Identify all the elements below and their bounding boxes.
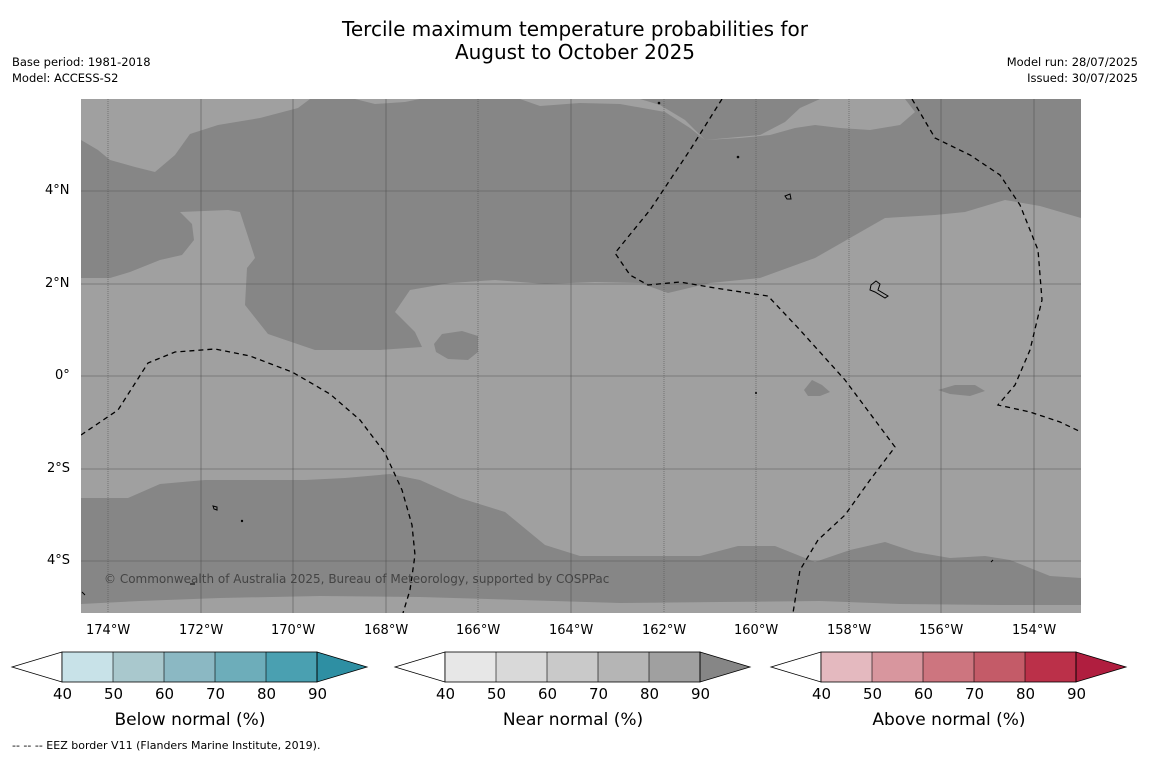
- model-run: Model run: 28/07/2025: [1006, 55, 1138, 69]
- colorbar-near-extend-high: [699, 651, 752, 683]
- near-normal-gt90-patch-1: [434, 331, 478, 360]
- eez-footnote: -- -- -- EEZ border V11 (Flanders Marine…: [12, 739, 321, 752]
- near-normal-gt90-region-south: [81, 474, 1081, 613]
- colorbar-near-extend-low: [393, 651, 446, 683]
- near-normal-gt90-patch-2: [804, 380, 830, 396]
- islands: [81, 101, 994, 596]
- eez-borders: [81, 99, 1081, 613]
- colorbar-above-normal: [769, 651, 1128, 683]
- colorbar-below-bin-3: [164, 652, 215, 682]
- meta-left: Base period: 1981-2018 Model: ACCESS-S2: [12, 54, 151, 86]
- colorbar-near-bin-5: [649, 652, 700, 682]
- near-normal-gt90-region-north: [81, 99, 1081, 350]
- cb-near-tick-60: 60: [538, 685, 558, 703]
- colorbar-below-extend-high: [316, 651, 369, 683]
- lon-tick-172w: 172°W: [179, 623, 224, 638]
- lat-tick-4n: 4°N: [45, 183, 70, 198]
- colorbar-above-extend-low: [769, 651, 822, 683]
- cb-near-label: Near normal (%): [502, 710, 644, 730]
- lon-tick-154w: 154°W: [1012, 623, 1057, 638]
- colorbar-below-extend-low: [10, 651, 63, 683]
- colorbar-above-bin-3: [923, 652, 974, 682]
- colorbar-below-bin-4: [215, 652, 266, 682]
- lon-tick-160w: 160°W: [734, 623, 779, 638]
- cb-below-label: Below normal (%): [114, 710, 266, 730]
- cb-below-tick-60: 60: [155, 685, 175, 703]
- cb-near-tick-50: 50: [487, 685, 507, 703]
- base-period: Base period: 1981-2018: [12, 55, 151, 69]
- lat-tick-0: 0°: [55, 368, 70, 383]
- cb-below-tick-80: 80: [257, 685, 277, 703]
- lon-tick-164w: 164°W: [549, 623, 594, 638]
- cb-above-tick-70: 70: [965, 685, 985, 703]
- cb-above-tick-60: 60: [914, 685, 934, 703]
- lon-tick-158w: 158°W: [827, 623, 872, 638]
- model-name: Model: ACCESS-S2: [12, 71, 119, 85]
- issued-date: Issued: 30/07/2025: [1027, 71, 1138, 85]
- lon-tick-168w: 168°W: [364, 623, 409, 638]
- cb-below-tick-70: 70: [206, 685, 226, 703]
- colorbar-near-bin-1: [445, 652, 496, 682]
- cb-above-tick-50: 50: [863, 685, 883, 703]
- cb-above-tick-80: 80: [1016, 685, 1036, 703]
- copyright-notice: © Commonwealth of Australia 2025, Bureau…: [104, 572, 610, 586]
- colorbar-below-normal: [10, 651, 369, 683]
- colorbar-below-bin-1: [62, 652, 113, 682]
- cb-above-tick-90: 90: [1067, 685, 1087, 703]
- cb-above-label: Above normal (%): [872, 710, 1026, 730]
- colorbar-above-bin-2: [872, 652, 923, 682]
- near-normal-80-90-region-bottom: [81, 596, 1081, 613]
- colorbar-above-bin-1: [821, 652, 872, 682]
- title-line-2: August to October 2025: [454, 40, 696, 64]
- lon-tick-170w: 170°W: [271, 623, 316, 638]
- lat-tick-2s: 2°S: [47, 461, 71, 476]
- colorbar-near-normal: [393, 651, 752, 683]
- colorbar-above-bin-5: [1025, 652, 1076, 682]
- cb-near-tick-90: 90: [691, 685, 711, 703]
- cb-above-tick-40: 40: [812, 685, 832, 703]
- cb-near-tick-40: 40: [436, 685, 456, 703]
- colorbar-above-extend-high: [1075, 651, 1128, 683]
- near-normal-80-90-region-top-2: [355, 99, 420, 104]
- title-line-1: Tercile maximum temperature probabilitie…: [342, 17, 808, 41]
- lon-tick-156w: 156°W: [919, 623, 964, 638]
- chart-title: Tercile maximum temperature probabilitie…: [0, 18, 1150, 64]
- lon-tick-162w: 162°W: [642, 623, 687, 638]
- lon-tick-166w: 166°W: [456, 623, 501, 638]
- cb-below-tick-90: 90: [308, 685, 328, 703]
- near-normal-80-90-region-top-3: [520, 99, 915, 140]
- colorbar-above-bin-4: [974, 652, 1025, 682]
- colorbar-near-bin-4: [598, 652, 649, 682]
- lat-tick-4s: 4°S: [47, 553, 71, 568]
- colorbar-near-bin-2: [496, 652, 547, 682]
- colorbar-below-bin-5: [266, 652, 317, 682]
- map-area: [81, 99, 1081, 613]
- cb-near-tick-80: 80: [640, 685, 660, 703]
- cb-near-tick-70: 70: [589, 685, 609, 703]
- near-normal-gt90-patch-3: [938, 385, 985, 396]
- lat-tick-2n: 2°N: [45, 276, 70, 291]
- cb-below-tick-50: 50: [104, 685, 124, 703]
- gridlines: [81, 99, 1081, 613]
- colorbar-below-bin-2: [113, 652, 164, 682]
- near-normal-80-90-region-top: [81, 99, 310, 172]
- cb-below-tick-40: 40: [53, 685, 73, 703]
- meta-right: Model run: 28/07/2025 Issued: 30/07/2025: [1007, 54, 1138, 86]
- colorbar-near-bin-3: [547, 652, 598, 682]
- lon-tick-174w: 174°W: [86, 623, 131, 638]
